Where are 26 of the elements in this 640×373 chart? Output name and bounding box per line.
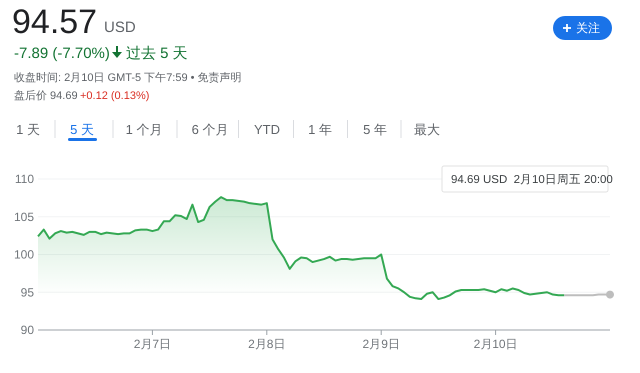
chart-subtitle: USD [104,19,136,36]
text: 盘后价 94.69 [14,89,78,102]
text: -7.89 (-7.70%) [14,45,110,62]
text: 关注 [576,21,600,35]
text: YTD [254,122,280,137]
text: 1 天 [16,122,40,137]
text: 过去 5 天 [126,45,188,62]
text: 5 天 [70,122,94,137]
text: 1 年 [308,122,332,137]
x-tick-label: 2月9日 [362,337,400,351]
y-tick-label: 100 [14,248,34,262]
text: 最大 [414,122,440,137]
text: 1 个月 [126,122,162,137]
y-tick-label: 95 [20,285,34,300]
text: +0.12 (0.13%) [80,90,150,102]
y-tick-label: 105 [14,210,34,224]
text: 6 个月 [192,122,228,137]
text: 收盘时间: 2月10日 GMT-5 下午7:59 • 免责声明 [14,71,242,84]
chart-title: 94.57 [12,3,98,41]
x-tick-label: 2月8日 [248,337,286,351]
y-tick-label: 90 [20,323,34,337]
annotation: 94.69 USD 2月10日周五 20:00 [451,173,613,186]
y-tick-label: 110 [14,172,34,186]
x-tick-label: 2月7日 [134,337,172,351]
text: 5 年 [363,122,387,137]
x-tick-label: 2月10日 [474,337,518,351]
